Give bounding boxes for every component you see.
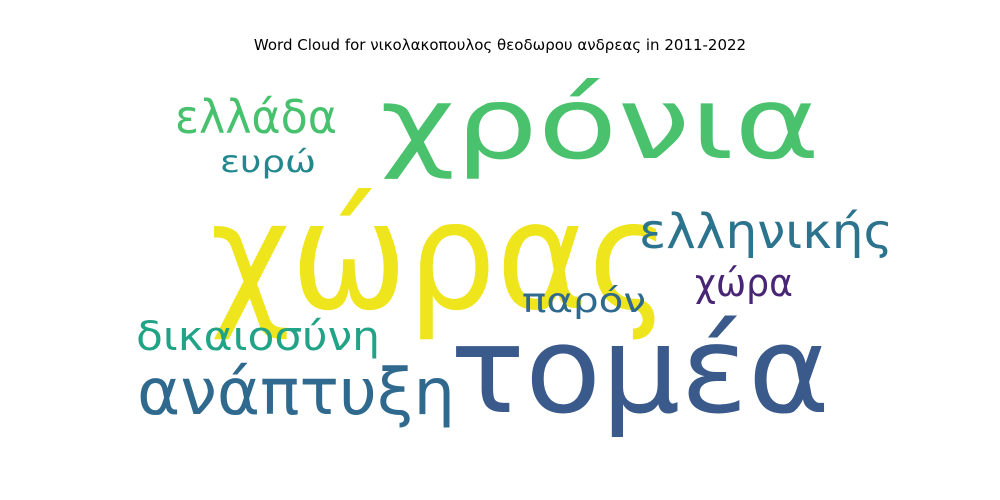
word-6: δικαιοσύνη (136, 314, 380, 360)
word-1: χώρας (210, 170, 670, 344)
word-7: ελλάδα (175, 90, 337, 144)
word-9: χώρα (695, 261, 793, 305)
word-2: τομέα (450, 302, 830, 441)
word-4: ανάπτυξη (137, 356, 455, 430)
word-3: χρόνια (380, 65, 820, 182)
chart-title: Word Cloud for νικολακοπουλος θεοδωρου α… (253, 36, 747, 54)
word-8: παρόν (522, 281, 646, 321)
word-10: ευρώ (220, 145, 316, 180)
word-5: ελληνικής (639, 204, 893, 260)
